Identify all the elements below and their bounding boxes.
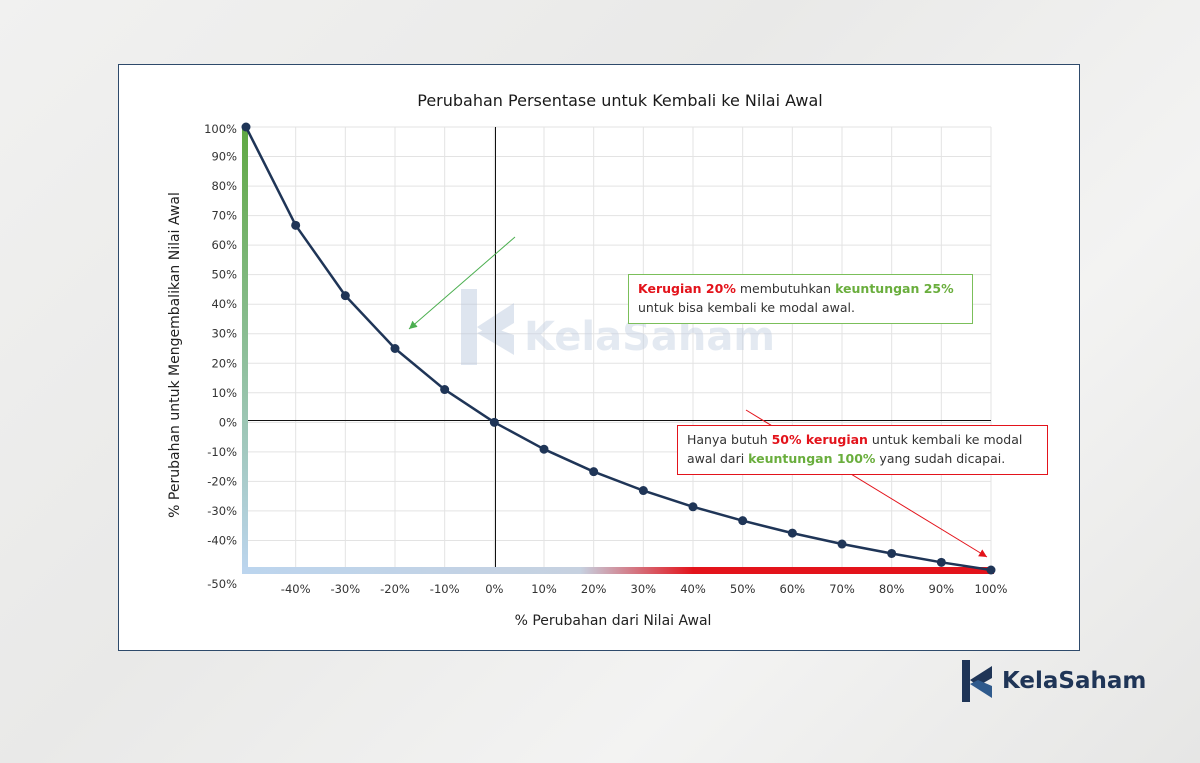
- annotation-box-loss-50: Hanya butuh 50% kerugian untuk kembali k…: [677, 425, 1048, 475]
- x-tick-label: -20%: [380, 582, 410, 596]
- data-point: [986, 565, 996, 575]
- x-axis-label: % Perubahan dari Nilai Awal: [515, 613, 712, 629]
- y-tick-label: 50%: [211, 268, 237, 282]
- data-point: [390, 344, 400, 353]
- brand-logo-text: KelaSaham: [1002, 668, 1147, 694]
- y-tick-label: 0%: [219, 415, 237, 429]
- x-tick-label: 60%: [780, 582, 806, 596]
- brand-logo: KelaSaham: [958, 658, 1146, 704]
- annotation1-gain: keuntungan 25%: [835, 281, 954, 296]
- x-tick-labels: -40% -30% -20% -10% 0% 10% 20% 30% 40% 50% 60% 70% 8…: [281, 582, 1008, 596]
- x-tick-label: 70%: [829, 582, 855, 596]
- annotation-box-loss-20: Kerugian 20% membutuhkan keuntungan 25% …: [628, 274, 973, 324]
- y-tick-label: 100%: [204, 122, 237, 136]
- y-tick-label: -20%: [207, 474, 237, 488]
- data-point: [539, 444, 549, 454]
- y-tick-label: -50%: [207, 577, 237, 591]
- annotation2-mid: untuk kembali ke modal awal dari: [687, 432, 1023, 466]
- data-point: [241, 122, 251, 132]
- x-tick-label: -30%: [330, 582, 360, 596]
- data-point: [638, 486, 648, 496]
- x-tick-label: -40%: [281, 582, 311, 596]
- x-tick-label: 80%: [879, 582, 905, 596]
- x-tick-label: 0%: [485, 582, 503, 596]
- y-axis-bar: [242, 127, 248, 571]
- annotation2-gain: keuntungan 100%: [748, 451, 876, 466]
- x-tick-label: 90%: [929, 582, 955, 596]
- x-tick-label: 50%: [730, 582, 756, 596]
- x-tick-label: 20%: [581, 582, 607, 596]
- y-tick-label: 40%: [211, 297, 237, 311]
- data-point: [440, 385, 450, 395]
- annotation1-loss: Kerugian 20%: [638, 281, 736, 296]
- y-tick-label: -30%: [207, 504, 237, 518]
- data-point: [291, 220, 301, 230]
- x-tick-label: 100%: [975, 582, 1008, 596]
- data-point: [489, 417, 499, 427]
- data-point: [688, 502, 698, 512]
- data-point: [837, 539, 847, 549]
- y-tick-label: 20%: [211, 356, 237, 370]
- data-point: [787, 528, 797, 538]
- annotation-arrow-green: [408, 236, 516, 330]
- y-tick-label: 90%: [211, 150, 237, 164]
- data-point: [936, 557, 946, 567]
- data-point: [887, 548, 897, 558]
- y-tick-label: -10%: [207, 445, 237, 459]
- chart-svg: KelaSaham Perubahan Persentase untuk Kem…: [167, 91, 1008, 629]
- x-axis-bar: [242, 567, 994, 574]
- x-tick-label: 30%: [631, 582, 657, 596]
- grid-lines: [245, 126, 992, 571]
- y-tick-label: 10%: [211, 386, 237, 400]
- chart-panel: KelaSaham Perubahan Persentase untuk Kem…: [118, 64, 1080, 651]
- x-tick-label: -10%: [430, 582, 460, 596]
- annotation2-pre: Hanya butuh: [687, 432, 772, 447]
- y-tick-label: 70%: [211, 209, 237, 223]
- chart-title: Perubahan Persentase untuk Kembali ke Ni…: [417, 91, 823, 110]
- data-point: [589, 467, 599, 477]
- data-point: [340, 291, 350, 301]
- brand-logo-icon: [962, 660, 992, 702]
- annotation2-post: yang sudah dicapai.: [875, 451, 1006, 466]
- y-tick-label: -40%: [207, 533, 237, 547]
- y-tick-label: 80%: [211, 179, 237, 193]
- y-tick-label: 60%: [211, 238, 237, 252]
- annotation2-loss: 50% kerugian: [771, 432, 868, 447]
- y-tick-labels: 100% 90% 80% 70% 60% 50% 40% 30% 20% 10% 0% -10% -20…: [204, 122, 237, 591]
- data-point: [738, 516, 748, 526]
- y-axis-label: % Perubahan untuk Mengembalikan Nilai Aw…: [167, 192, 183, 518]
- y-tick-label: 30%: [211, 327, 237, 341]
- annotation1-mid: membutuhkan: [735, 281, 836, 296]
- series-points: [241, 122, 996, 575]
- annotation1-line2: untuk bisa kembali ke modal awal.: [638, 300, 855, 315]
- series-line: [244, 126, 992, 572]
- series-polyline: [244, 126, 992, 572]
- x-tick-label: 40%: [680, 582, 706, 596]
- x-tick-label: 10%: [531, 582, 557, 596]
